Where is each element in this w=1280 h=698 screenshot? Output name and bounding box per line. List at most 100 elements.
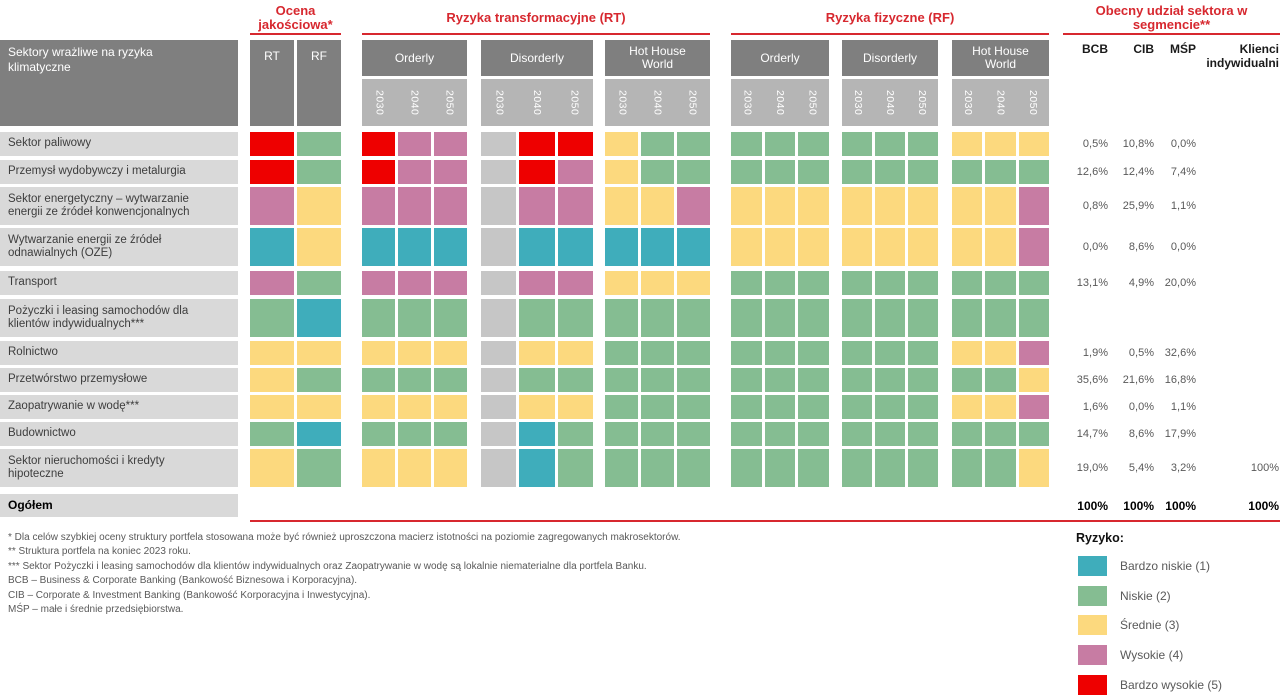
rf-hot_house_world-cells: [952, 299, 1049, 337]
risk-cell-2030: [605, 160, 638, 184]
quality-group-underline: [250, 33, 341, 35]
risk-cell-2040: [875, 187, 905, 225]
risk-cell-2040: [764, 341, 796, 365]
risk-cell-2050: [434, 449, 467, 487]
risk-cell-2040: [398, 395, 431, 419]
risk-cell-2050: [434, 187, 467, 225]
year-label: 2040: [884, 89, 896, 116]
risk-cell-2030: [731, 228, 762, 266]
rf-orderly-years: 2030 2040 2050: [731, 79, 829, 126]
share-msp: 7,4%: [1170, 166, 1196, 178]
rf-hot_house_world-cells: [952, 160, 1049, 184]
quality-rt-cell: [250, 160, 294, 184]
rt-hot_house_world-cells: [605, 160, 710, 184]
risk-cell-2050: [798, 187, 830, 225]
rf-disorderly-header: Disorderly 2030 2040 2050: [842, 40, 938, 126]
share-group-underline: [1063, 33, 1280, 35]
share-cib: 8,6%: [1128, 241, 1154, 253]
risk-cell-2040: [641, 132, 674, 156]
rt-orderly-header: Orderly 2030 2040 2050: [362, 40, 467, 126]
footnote-5: CIB – Corporate & Investment Banking (Ba…: [8, 589, 371, 601]
sector-row: Rolnictwo 1,9% 0,5% 32,6%: [0, 341, 1280, 365]
risk-cell-2050: [677, 228, 710, 266]
total-row: Ogółem 100% 100% 100% 100%: [0, 494, 1280, 517]
rt-hot_house_world-cells: [605, 187, 710, 225]
share-cib: 8,6%: [1128, 428, 1154, 440]
risk-cell-2050: [908, 132, 938, 156]
risk-cell-2050: [1018, 299, 1049, 337]
risk-cell-2030: [842, 341, 872, 365]
year-label: 2050: [686, 89, 699, 116]
legend-swatch-high: [1078, 645, 1107, 665]
risk-cell-2040: [764, 368, 796, 392]
share-cib: 4,9%: [1128, 277, 1154, 289]
risk-cell-2050: [434, 132, 467, 156]
risk-cell-2040: [519, 341, 555, 365]
risk-cell-2040: [398, 341, 431, 365]
risk-cell-2050: [908, 341, 938, 365]
risk-cell-2030: [481, 160, 517, 184]
risk-cell-2030: [481, 271, 517, 295]
risk-cell-2040: [764, 132, 796, 156]
risk-cell-2040: [985, 422, 1016, 446]
quality-rf-cell: [297, 271, 341, 295]
risk-cell-2040: [519, 368, 555, 392]
year-label: 2040: [773, 89, 786, 116]
risk-cell-2030: [952, 395, 983, 419]
quality-rf-cell: [297, 132, 341, 156]
rt-orderly-cells: [362, 299, 467, 337]
sector-label: Przetwórstwo przemysłowe: [0, 368, 238, 392]
risk-cell-2040: [985, 160, 1016, 184]
risk-cell-2040: [641, 449, 674, 487]
risk-cell-2030: [481, 341, 517, 365]
share-msp: 3,2%: [1170, 462, 1196, 474]
rt-hothouse-years: 2030 2040 2050: [605, 79, 710, 126]
rf-orderly-cells: [731, 160, 830, 184]
share-group-title: Obecny udział sektora w segmencie**: [1095, 3, 1248, 32]
share-retail: [1200, 299, 1279, 337]
risk-cell-2040: [398, 271, 431, 295]
risk-cell-2040: [641, 228, 674, 266]
quality-rf-header: RF: [297, 40, 341, 126]
rf-hot_house_world-cells: [952, 368, 1049, 392]
risk-cell-2050: [908, 299, 938, 337]
risk-cell-2040: [764, 449, 796, 487]
risk-cell-2030: [481, 187, 517, 225]
sector-column-header-label: Sektory wrażliwe na ryzyka klimatyczne: [8, 45, 153, 74]
rt-disorderly-cells: [481, 449, 593, 487]
share-col-retail: Klienci indywidualni: [1206, 42, 1279, 70]
rf-hot_house_world-cells: [952, 132, 1049, 156]
risk-cell-2030: [605, 341, 638, 365]
rt-disorderly-cells: [481, 132, 593, 156]
rf-orderly-header: Orderly 2030 2040 2050: [731, 40, 829, 126]
rf-disorderly-cells: [842, 187, 938, 225]
risk-cell-2050: [1018, 449, 1049, 487]
share-msp: 0,0%: [1170, 241, 1196, 253]
sector-label: Przemysł wydobywczy i metalurgia: [0, 160, 238, 184]
risk-cell-2040: [875, 228, 905, 266]
rt-hot_house_world-cells: [605, 368, 710, 392]
rf-disorderly-cells: [842, 341, 938, 365]
rf-disorderly-years: 2030 2040 2050: [842, 79, 938, 126]
rt-hot_house_world-cells: [605, 228, 710, 266]
risk-cell-2030: [731, 187, 762, 225]
risk-cell-2030: [481, 299, 517, 337]
risk-cell-2030: [362, 341, 395, 365]
total-share-msp: 100%: [1165, 498, 1196, 513]
share-msp: [1156, 299, 1196, 337]
rt-disorderly-cells: [481, 271, 593, 295]
risk-cell-2030: [605, 299, 638, 337]
risk-cell-2050: [677, 160, 710, 184]
quality-rt-cell: [250, 228, 294, 266]
risk-cell-2050: [908, 422, 938, 446]
rf-disorderly-cells: [842, 395, 938, 419]
risk-cell-2040: [875, 299, 905, 337]
rf-orderly-cells: [731, 228, 830, 266]
risk-cell-2040: [764, 422, 796, 446]
rt-orderly-cells: [362, 187, 467, 225]
risk-cell-2040: [875, 341, 905, 365]
risk-cell-2030: [731, 132, 762, 156]
risk-cell-2030: [605, 449, 638, 487]
risk-cell-2050: [798, 422, 830, 446]
risk-cell-2040: [641, 299, 674, 337]
